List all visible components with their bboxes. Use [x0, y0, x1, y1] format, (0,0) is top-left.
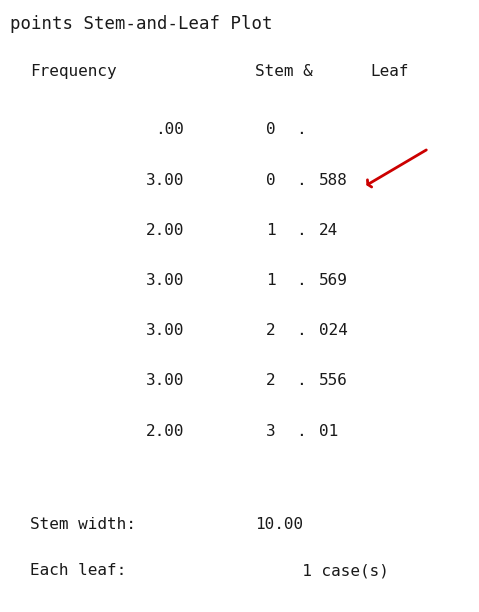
Text: 569: 569	[319, 273, 347, 288]
Text: 588: 588	[319, 173, 347, 188]
Text: .: .	[296, 173, 306, 188]
Text: 3.00: 3.00	[146, 173, 184, 188]
Text: 2: 2	[266, 323, 275, 338]
Text: 01: 01	[319, 424, 338, 439]
Text: Leaf: Leaf	[370, 64, 409, 80]
Text: 1 case(s): 1 case(s)	[283, 563, 388, 578]
Text: Stem &: Stem &	[255, 64, 313, 80]
Text: .: .	[296, 323, 306, 338]
Text: 556: 556	[319, 373, 347, 389]
Text: 0: 0	[266, 173, 275, 188]
Text: 3.00: 3.00	[146, 323, 184, 338]
Text: 0: 0	[266, 122, 275, 138]
Text: 3.00: 3.00	[146, 373, 184, 389]
Text: Each leaf:: Each leaf:	[30, 563, 126, 578]
Text: .: .	[296, 373, 306, 389]
Text: .: .	[296, 424, 306, 439]
Text: 1: 1	[266, 273, 275, 288]
Text: 24: 24	[319, 223, 338, 238]
Text: 3: 3	[266, 424, 275, 439]
Text: 2.00: 2.00	[146, 424, 184, 439]
Text: 3.00: 3.00	[146, 273, 184, 288]
Text: .: .	[296, 122, 306, 138]
Text: 2.00: 2.00	[146, 223, 184, 238]
Text: points Stem-and-Leaf Plot: points Stem-and-Leaf Plot	[10, 15, 272, 33]
Text: 10.00: 10.00	[255, 517, 303, 532]
Text: 024: 024	[319, 323, 347, 338]
Text: 1: 1	[266, 223, 275, 238]
Text: .00: .00	[156, 122, 184, 138]
Text: Stem width:: Stem width:	[30, 517, 136, 532]
Text: Frequency: Frequency	[30, 64, 117, 80]
Text: 2: 2	[266, 373, 275, 389]
Text: .: .	[296, 223, 306, 238]
Text: .: .	[296, 273, 306, 288]
